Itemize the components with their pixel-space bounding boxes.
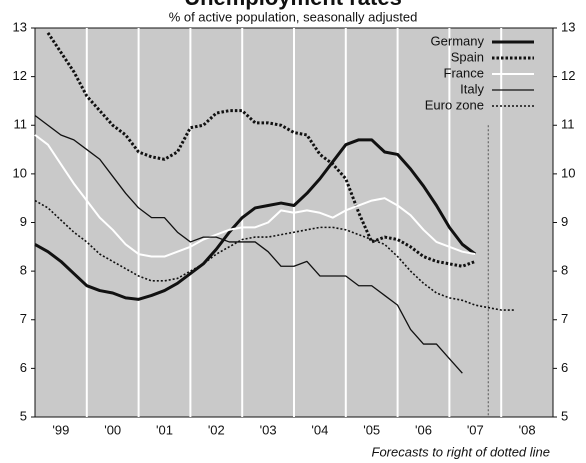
series-line [34,199,515,311]
x-tick-label: '02 [208,422,225,437]
legend-label: Germany [431,33,485,48]
legend-label: Italy [460,81,484,96]
x-tick-label: '01 [156,422,173,437]
legend-label: Euro zone [425,97,484,112]
x-tick-label: '03 [260,422,277,437]
y-tick-label: 5 [20,408,27,423]
y-tick-label: 9 [20,214,27,229]
y2-tick-label: 9 [561,214,568,229]
x-tick-label: '06 [415,422,432,437]
series-line [34,115,463,374]
y-tick-label: 13 [13,19,27,34]
legend-label: Spain [451,49,484,64]
y2-tick-label: 10 [561,165,575,180]
y2-tick-label: 12 [561,68,575,83]
chart-title: Unemployment rates [184,0,402,10]
y2-tick-label: 8 [561,263,568,278]
y-tick-label: 11 [14,117,28,132]
y-tick-label: 10 [13,165,27,180]
y2-tick-label: 5 [561,408,568,423]
y2-tick-label: 6 [561,360,568,375]
y-tick-label: 6 [20,360,27,375]
y-tick-label: 12 [13,68,27,83]
legend-label: France [444,65,484,80]
x-tick-label: '05 [363,422,380,437]
x-tick-label: '04 [311,422,328,437]
y2-tick-label: 13 [561,19,575,34]
y2-tick-label: 7 [561,311,568,326]
chart-subtitle: % of active population, seasonally adjus… [169,9,418,24]
series-line [34,134,476,258]
y-tick-label: 7 [20,311,27,326]
series-line [46,32,476,268]
x-tick-label: '08 [519,422,536,437]
x-tick-label: '07 [467,422,484,437]
y2-tick-label: 11 [561,117,575,132]
forecast-note: Forecasts to right of dotted line [372,444,550,459]
x-tick-label: '00 [104,422,121,437]
series-line [34,138,477,301]
y-tick-label: 8 [20,263,27,278]
x-tick-label: '99 [52,422,69,437]
